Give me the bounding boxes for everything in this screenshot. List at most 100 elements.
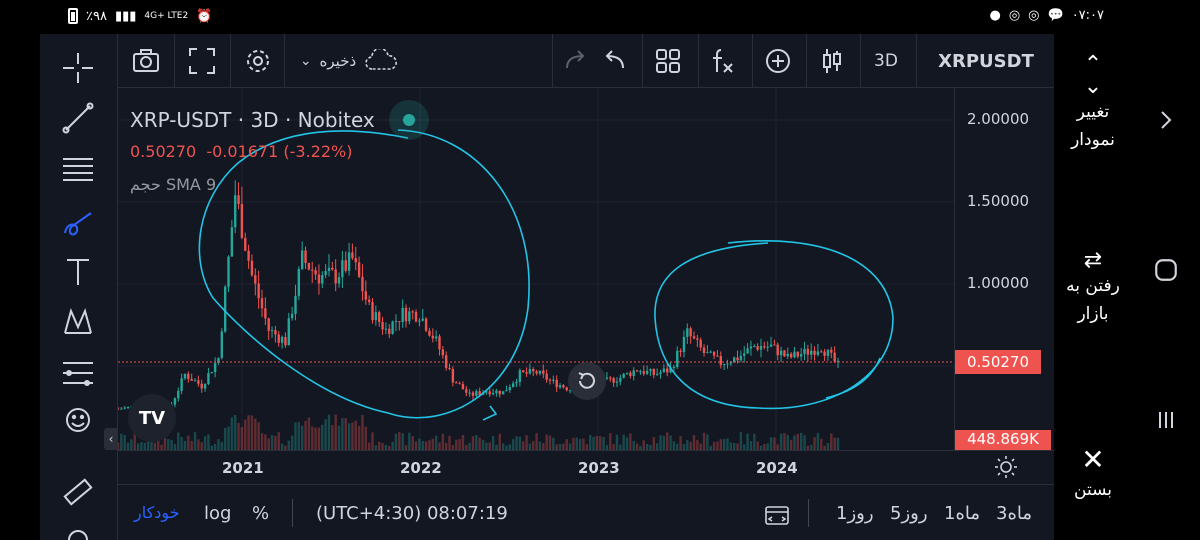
volume-bars (118, 414, 840, 450)
go-market-button[interactable]: ⇄ رفتن به بازار (1054, 250, 1132, 328)
volume-bar (542, 443, 545, 450)
settings-gear-icon[interactable] (238, 42, 278, 80)
signal-icon: ▮▮▮ (114, 8, 137, 24)
candle-body (120, 408, 123, 410)
text-tool-icon[interactable] (54, 250, 102, 294)
instagram-icon: ◎ (1008, 8, 1021, 23)
volume-bar (696, 440, 699, 450)
time-tick: 2023 (578, 459, 620, 477)
volume-bar (297, 422, 301, 450)
save-layout-button[interactable]: ⌄ ذخیره (288, 42, 410, 80)
volume-bar (686, 440, 689, 450)
ruler-icon[interactable] (54, 470, 102, 514)
candle-body (317, 274, 321, 284)
volume-legend[interactable]: حجم SMA 9 (130, 175, 429, 194)
scroll-reset-icon[interactable] (568, 362, 606, 400)
volume-bar (230, 417, 234, 450)
volume-bar (478, 437, 481, 450)
indicators-fx-icon[interactable] (702, 42, 742, 80)
candle-body (250, 260, 254, 276)
candle-body (779, 350, 783, 356)
pattern-icon[interactable] (54, 300, 102, 344)
price-axis[interactable]: 2.00000 1.50000 1.00000 0.50270 448.869K (954, 88, 1054, 450)
volume-bar (511, 439, 515, 450)
trend-line-icon[interactable] (54, 96, 102, 140)
candle-body (769, 344, 773, 347)
drawing-toolbar (40, 34, 118, 540)
chart-pane[interactable]: XRP-USDT · 3D · Nobitex 0.50270 -0.01671… (118, 88, 954, 450)
volume-bar (187, 435, 190, 450)
time-axis[interactable]: 2021 2022 2023 2024 (118, 450, 1054, 484)
candle-body (220, 331, 224, 358)
volume-bar (481, 439, 485, 450)
current-price-badge: 0.50270 (955, 350, 1041, 374)
recent-apps-icon[interactable] (1146, 400, 1186, 440)
volume-bar (260, 433, 264, 450)
volume-bar (505, 445, 508, 450)
smiley-icon[interactable] (54, 398, 102, 442)
back-chevron-icon[interactable] (1146, 100, 1186, 140)
candle-body (277, 334, 280, 343)
candle-body (274, 330, 277, 335)
range-1d-button[interactable]: 1روز (836, 503, 874, 524)
close-button[interactable]: ✕ بستن (1054, 444, 1132, 504)
candle-body (836, 360, 840, 362)
volume-bar (662, 435, 666, 450)
percent-scale-button[interactable]: % (252, 503, 270, 524)
collapse-toolbar-icon[interactable]: ‹ (104, 428, 118, 450)
timezone-button[interactable]: (UTC+4:30) 08:07:19 (316, 503, 508, 524)
volume-bar (455, 439, 458, 450)
price-tick: 1.00000 (967, 274, 1030, 292)
volume-bar (719, 439, 722, 450)
volume-bar (227, 426, 230, 450)
change-chart-button[interactable]: ⌃ ⌄ تغییر نمودار (1054, 54, 1132, 154)
range-3m-button[interactable]: 3ماه (996, 503, 1033, 524)
candle-body (806, 348, 810, 355)
auto-scale-button[interactable]: خودکار (134, 503, 180, 522)
volume-bar (458, 439, 461, 450)
volume-bar (666, 432, 669, 450)
undo-icon[interactable] (596, 42, 632, 80)
candle-body (378, 312, 381, 322)
go-market-label-1: رفتن به (1066, 276, 1120, 296)
layout-grid-icon[interactable] (648, 42, 688, 80)
timeframe-button[interactable]: 3D (874, 51, 898, 71)
camera-icon[interactable] (126, 42, 166, 80)
volume-bar (763, 443, 766, 450)
volume-bar (180, 437, 183, 450)
fib-lines-icon[interactable] (54, 148, 102, 192)
tradingview-logo[interactable]: TV (128, 394, 176, 442)
alarm-icon: ⏰ (196, 8, 213, 24)
volume-bar (401, 433, 404, 450)
candle-body (692, 336, 696, 339)
log-scale-button[interactable]: log (204, 503, 232, 524)
price-tick: 2.00000 (967, 110, 1030, 128)
candle-body (796, 351, 800, 357)
volume-bar (234, 414, 237, 450)
range-5d-button[interactable]: 5روز (890, 503, 928, 524)
more-tools-icon[interactable] (54, 518, 102, 540)
legend-change: -0.01671 (206, 142, 279, 161)
redo-icon[interactable] (558, 42, 594, 80)
volume-bar (538, 441, 542, 450)
fullscreen-icon[interactable] (182, 42, 222, 80)
range-1m-button[interactable]: 1ماه (944, 503, 981, 524)
candle-body (649, 368, 652, 371)
volume-bar (595, 435, 599, 450)
candle-body (662, 368, 666, 373)
candle-body (803, 348, 806, 355)
volume-bar (491, 435, 495, 450)
candle-body (552, 379, 555, 381)
volume-bar (240, 427, 244, 450)
date-range-icon[interactable] (764, 503, 790, 532)
add-plus-icon[interactable] (758, 42, 798, 80)
brightness-icon[interactable] (994, 455, 1018, 479)
measure-lines-icon[interactable] (54, 352, 102, 396)
crosshair-icon[interactable] (54, 46, 102, 90)
symbol-button[interactable]: XRPUSDT (938, 50, 1034, 72)
home-button-icon[interactable] (1146, 250, 1186, 290)
volume-bar (535, 433, 538, 450)
volume-bar (431, 438, 434, 450)
candlestick-type-icon[interactable] (812, 42, 852, 80)
brush-icon[interactable] (54, 200, 102, 244)
